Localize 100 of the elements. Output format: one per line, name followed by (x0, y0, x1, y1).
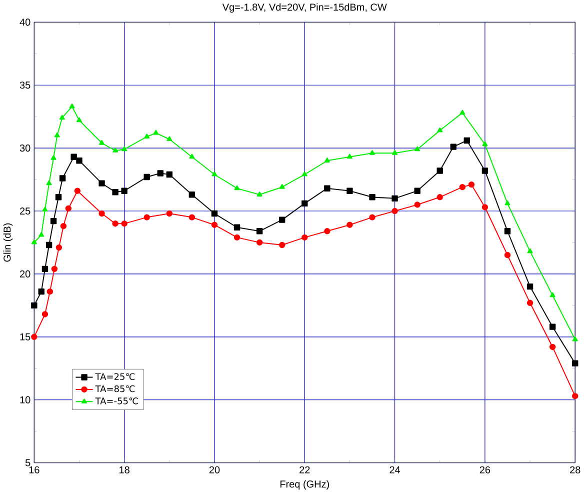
point (144, 134, 150, 139)
x-tick-label: 24 (390, 466, 400, 474)
point (42, 206, 48, 212)
point (69, 103, 75, 108)
y-tick-label: 25 (20, 208, 30, 215)
x-tick-label: 22 (300, 466, 310, 474)
x-axis-title: Freq (GHz) (280, 480, 329, 490)
point (31, 239, 37, 244)
point (256, 228, 263, 234)
point (324, 228, 330, 234)
point (59, 175, 66, 182)
point (324, 158, 330, 162)
point (166, 136, 172, 142)
point (50, 218, 57, 224)
point (74, 188, 81, 194)
point (166, 210, 172, 217)
point (369, 194, 376, 200)
point (482, 141, 488, 146)
point (76, 158, 82, 164)
point (302, 200, 308, 207)
point (42, 311, 48, 318)
point (211, 210, 218, 217)
point (31, 302, 38, 309)
y-tick-label: 40 (20, 18, 30, 26)
point (346, 154, 352, 159)
legend-label: TA=85℃ (95, 385, 135, 392)
point (54, 132, 60, 138)
y-tick-label: 30 (20, 144, 30, 152)
point (436, 194, 443, 200)
point (60, 223, 67, 230)
point (46, 288, 54, 295)
point (38, 288, 44, 295)
point (31, 334, 38, 340)
point (121, 220, 128, 227)
point (302, 171, 308, 176)
point (99, 140, 105, 145)
point (46, 242, 52, 248)
x-tick-label: 18 (120, 466, 130, 474)
point (50, 155, 56, 160)
point (234, 224, 240, 231)
point (279, 242, 286, 248)
point (121, 188, 128, 194)
point (437, 127, 443, 132)
point (572, 336, 578, 342)
point (157, 170, 164, 176)
x-tick-label: 26 (480, 466, 490, 474)
point (112, 148, 118, 152)
point (51, 266, 58, 272)
point (212, 171, 218, 176)
point (46, 180, 52, 186)
point (112, 189, 118, 196)
point (189, 154, 195, 159)
point (112, 220, 118, 227)
point (450, 144, 456, 150)
point (188, 214, 196, 220)
point (59, 114, 65, 120)
x-tick-label: 20 (209, 466, 220, 474)
point (549, 344, 556, 350)
point (346, 222, 353, 228)
point (550, 292, 556, 298)
point (460, 110, 466, 115)
y-tick-label: 5 (25, 459, 30, 466)
y-axis-title: Glin (dB) (3, 223, 13, 262)
point (234, 185, 240, 190)
point (526, 300, 534, 306)
point (346, 188, 353, 194)
point (65, 205, 72, 212)
point (42, 266, 48, 272)
point (369, 214, 376, 220)
point (414, 202, 420, 208)
point (414, 188, 420, 194)
point (527, 248, 533, 254)
y-tick-label: 20 (20, 270, 30, 278)
point (504, 200, 510, 206)
point (549, 324, 556, 330)
point (459, 184, 466, 190)
point (482, 168, 488, 174)
point (324, 185, 330, 192)
point (468, 182, 475, 188)
point (234, 234, 240, 241)
point (144, 214, 150, 220)
point (504, 252, 511, 258)
point (188, 192, 196, 198)
point (122, 146, 128, 152)
point (55, 194, 62, 200)
y-tick-label: 10 (20, 396, 30, 404)
point (211, 222, 218, 228)
point (436, 168, 443, 174)
point (166, 171, 172, 178)
point (302, 234, 308, 241)
point (370, 150, 376, 155)
point (572, 360, 578, 366)
point (98, 180, 105, 186)
point (414, 146, 420, 152)
point (70, 154, 77, 160)
point (279, 216, 286, 223)
point (526, 283, 534, 290)
point (256, 192, 262, 196)
point (256, 239, 263, 246)
point (56, 244, 62, 251)
